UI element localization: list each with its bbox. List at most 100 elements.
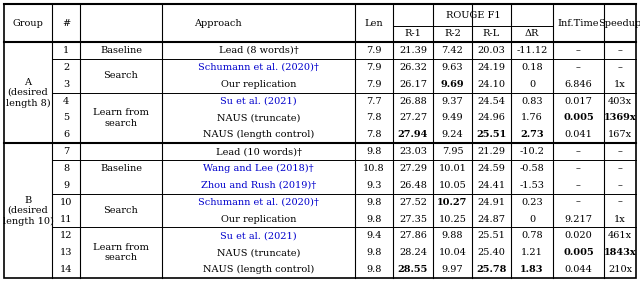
Text: 28.24: 28.24 — [399, 248, 427, 257]
Text: 0.78: 0.78 — [521, 231, 543, 240]
Text: –: – — [618, 181, 623, 190]
Text: Inf.Time: Inf.Time — [557, 19, 599, 28]
Text: Lead (8 words)†: Lead (8 words)† — [219, 46, 298, 55]
Text: 24.96: 24.96 — [477, 113, 506, 122]
Text: –: – — [576, 147, 581, 156]
Text: 21.39: 21.39 — [399, 46, 427, 55]
Text: 9.49: 9.49 — [442, 113, 463, 122]
Text: -1.53: -1.53 — [520, 181, 545, 190]
Text: Zhou and Rush (2019)†: Zhou and Rush (2019)† — [201, 181, 316, 190]
Text: B
(desired
length 10): B (desired length 10) — [3, 196, 53, 226]
Text: Search: Search — [104, 206, 138, 215]
Text: 10.04: 10.04 — [438, 248, 467, 257]
Text: 0.005: 0.005 — [563, 113, 594, 122]
Text: 1x: 1x — [614, 80, 626, 89]
Text: –: – — [576, 181, 581, 190]
Text: 9: 9 — [63, 181, 69, 190]
Text: 10: 10 — [60, 198, 72, 207]
Text: 10.8: 10.8 — [363, 164, 385, 173]
Text: 9.3: 9.3 — [366, 181, 381, 190]
Text: 27.35: 27.35 — [399, 215, 427, 224]
Text: 25.51: 25.51 — [477, 231, 506, 240]
Text: 9.8: 9.8 — [366, 198, 381, 207]
Text: 24.91: 24.91 — [477, 198, 506, 207]
Text: 27.27: 27.27 — [399, 113, 427, 122]
Text: Learn from
search: Learn from search — [93, 108, 149, 127]
Text: Len: Len — [365, 19, 383, 28]
Text: Lead (10 words)†: Lead (10 words)† — [216, 147, 301, 156]
Text: 9.8: 9.8 — [366, 147, 381, 156]
Text: 0.017: 0.017 — [564, 96, 593, 105]
Text: –: – — [618, 198, 623, 207]
Text: NAUS (truncate): NAUS (truncate) — [217, 113, 300, 122]
Text: Su et al. (2021): Su et al. (2021) — [220, 231, 297, 240]
Text: –: – — [618, 147, 623, 156]
Text: 167x: 167x — [608, 130, 632, 139]
Text: 1.76: 1.76 — [521, 113, 543, 122]
Text: 6: 6 — [63, 130, 69, 139]
Text: 0.23: 0.23 — [521, 198, 543, 207]
Text: 27.29: 27.29 — [399, 164, 427, 173]
Text: NAUS (length control): NAUS (length control) — [203, 130, 314, 139]
Text: 2.73: 2.73 — [520, 130, 544, 139]
Text: –: – — [576, 198, 581, 207]
Text: 9.88: 9.88 — [442, 231, 463, 240]
Text: 2: 2 — [63, 63, 69, 72]
Text: 7.9: 7.9 — [366, 80, 381, 89]
Text: 4: 4 — [63, 96, 69, 105]
Text: 9.63: 9.63 — [442, 63, 463, 72]
Text: 10.27: 10.27 — [437, 198, 468, 207]
Text: 25.78: 25.78 — [476, 265, 507, 274]
Text: 27.86: 27.86 — [399, 231, 427, 240]
Text: #: # — [62, 19, 70, 28]
Text: Our replication: Our replication — [221, 80, 296, 89]
Text: 210x: 210x — [608, 265, 632, 274]
Text: Learn from
search: Learn from search — [93, 243, 149, 263]
Text: 23.03: 23.03 — [399, 147, 427, 156]
Text: -10.2: -10.2 — [520, 147, 545, 156]
Text: 25.40: 25.40 — [477, 248, 506, 257]
Text: –: – — [618, 164, 623, 173]
Text: A
(desired
length 8): A (desired length 8) — [6, 78, 51, 107]
Text: –: – — [576, 46, 581, 55]
Text: 9.8: 9.8 — [366, 215, 381, 224]
Text: 13: 13 — [60, 248, 72, 257]
Text: 10.05: 10.05 — [438, 181, 467, 190]
Text: Baseline: Baseline — [100, 46, 142, 55]
Text: 26.32: 26.32 — [399, 63, 427, 72]
Text: 28.55: 28.55 — [398, 265, 428, 274]
Text: 403x: 403x — [608, 96, 632, 105]
Text: 7.7: 7.7 — [366, 96, 382, 105]
Text: 1.21: 1.21 — [521, 248, 543, 257]
Text: 8: 8 — [63, 164, 69, 173]
Text: Wang and Lee (2018)†: Wang and Lee (2018)† — [203, 164, 314, 173]
Text: 20.03: 20.03 — [477, 46, 506, 55]
Text: 0.83: 0.83 — [521, 96, 543, 105]
Text: R-2: R-2 — [444, 30, 461, 39]
Text: 12: 12 — [60, 231, 72, 240]
Text: 7.42: 7.42 — [442, 46, 463, 55]
Text: –: – — [576, 164, 581, 173]
Text: 9.8: 9.8 — [366, 265, 381, 274]
Text: 0: 0 — [529, 215, 535, 224]
Text: -0.58: -0.58 — [520, 164, 545, 173]
Text: 27.94: 27.94 — [398, 130, 428, 139]
Text: 9.97: 9.97 — [442, 265, 463, 274]
Text: 24.10: 24.10 — [477, 80, 506, 89]
Text: 24.87: 24.87 — [477, 215, 506, 224]
Text: 1843x: 1843x — [604, 248, 636, 257]
Text: 1x: 1x — [614, 215, 626, 224]
Text: 10.01: 10.01 — [438, 164, 467, 173]
Text: Speedup: Speedup — [598, 19, 640, 28]
Text: 9.4: 9.4 — [366, 231, 381, 240]
Text: –: – — [576, 63, 581, 72]
Text: Schumann et al. (2020)†: Schumann et al. (2020)† — [198, 63, 319, 72]
Text: Group: Group — [13, 19, 44, 28]
Text: 25.51: 25.51 — [476, 130, 507, 139]
Text: Approach: Approach — [194, 19, 241, 28]
Text: 1.83: 1.83 — [520, 265, 544, 274]
Text: 26.88: 26.88 — [399, 96, 427, 105]
Text: 461x: 461x — [608, 231, 632, 240]
Text: 24.59: 24.59 — [477, 164, 506, 173]
Text: Schumann et al. (2020)†: Schumann et al. (2020)† — [198, 198, 319, 207]
